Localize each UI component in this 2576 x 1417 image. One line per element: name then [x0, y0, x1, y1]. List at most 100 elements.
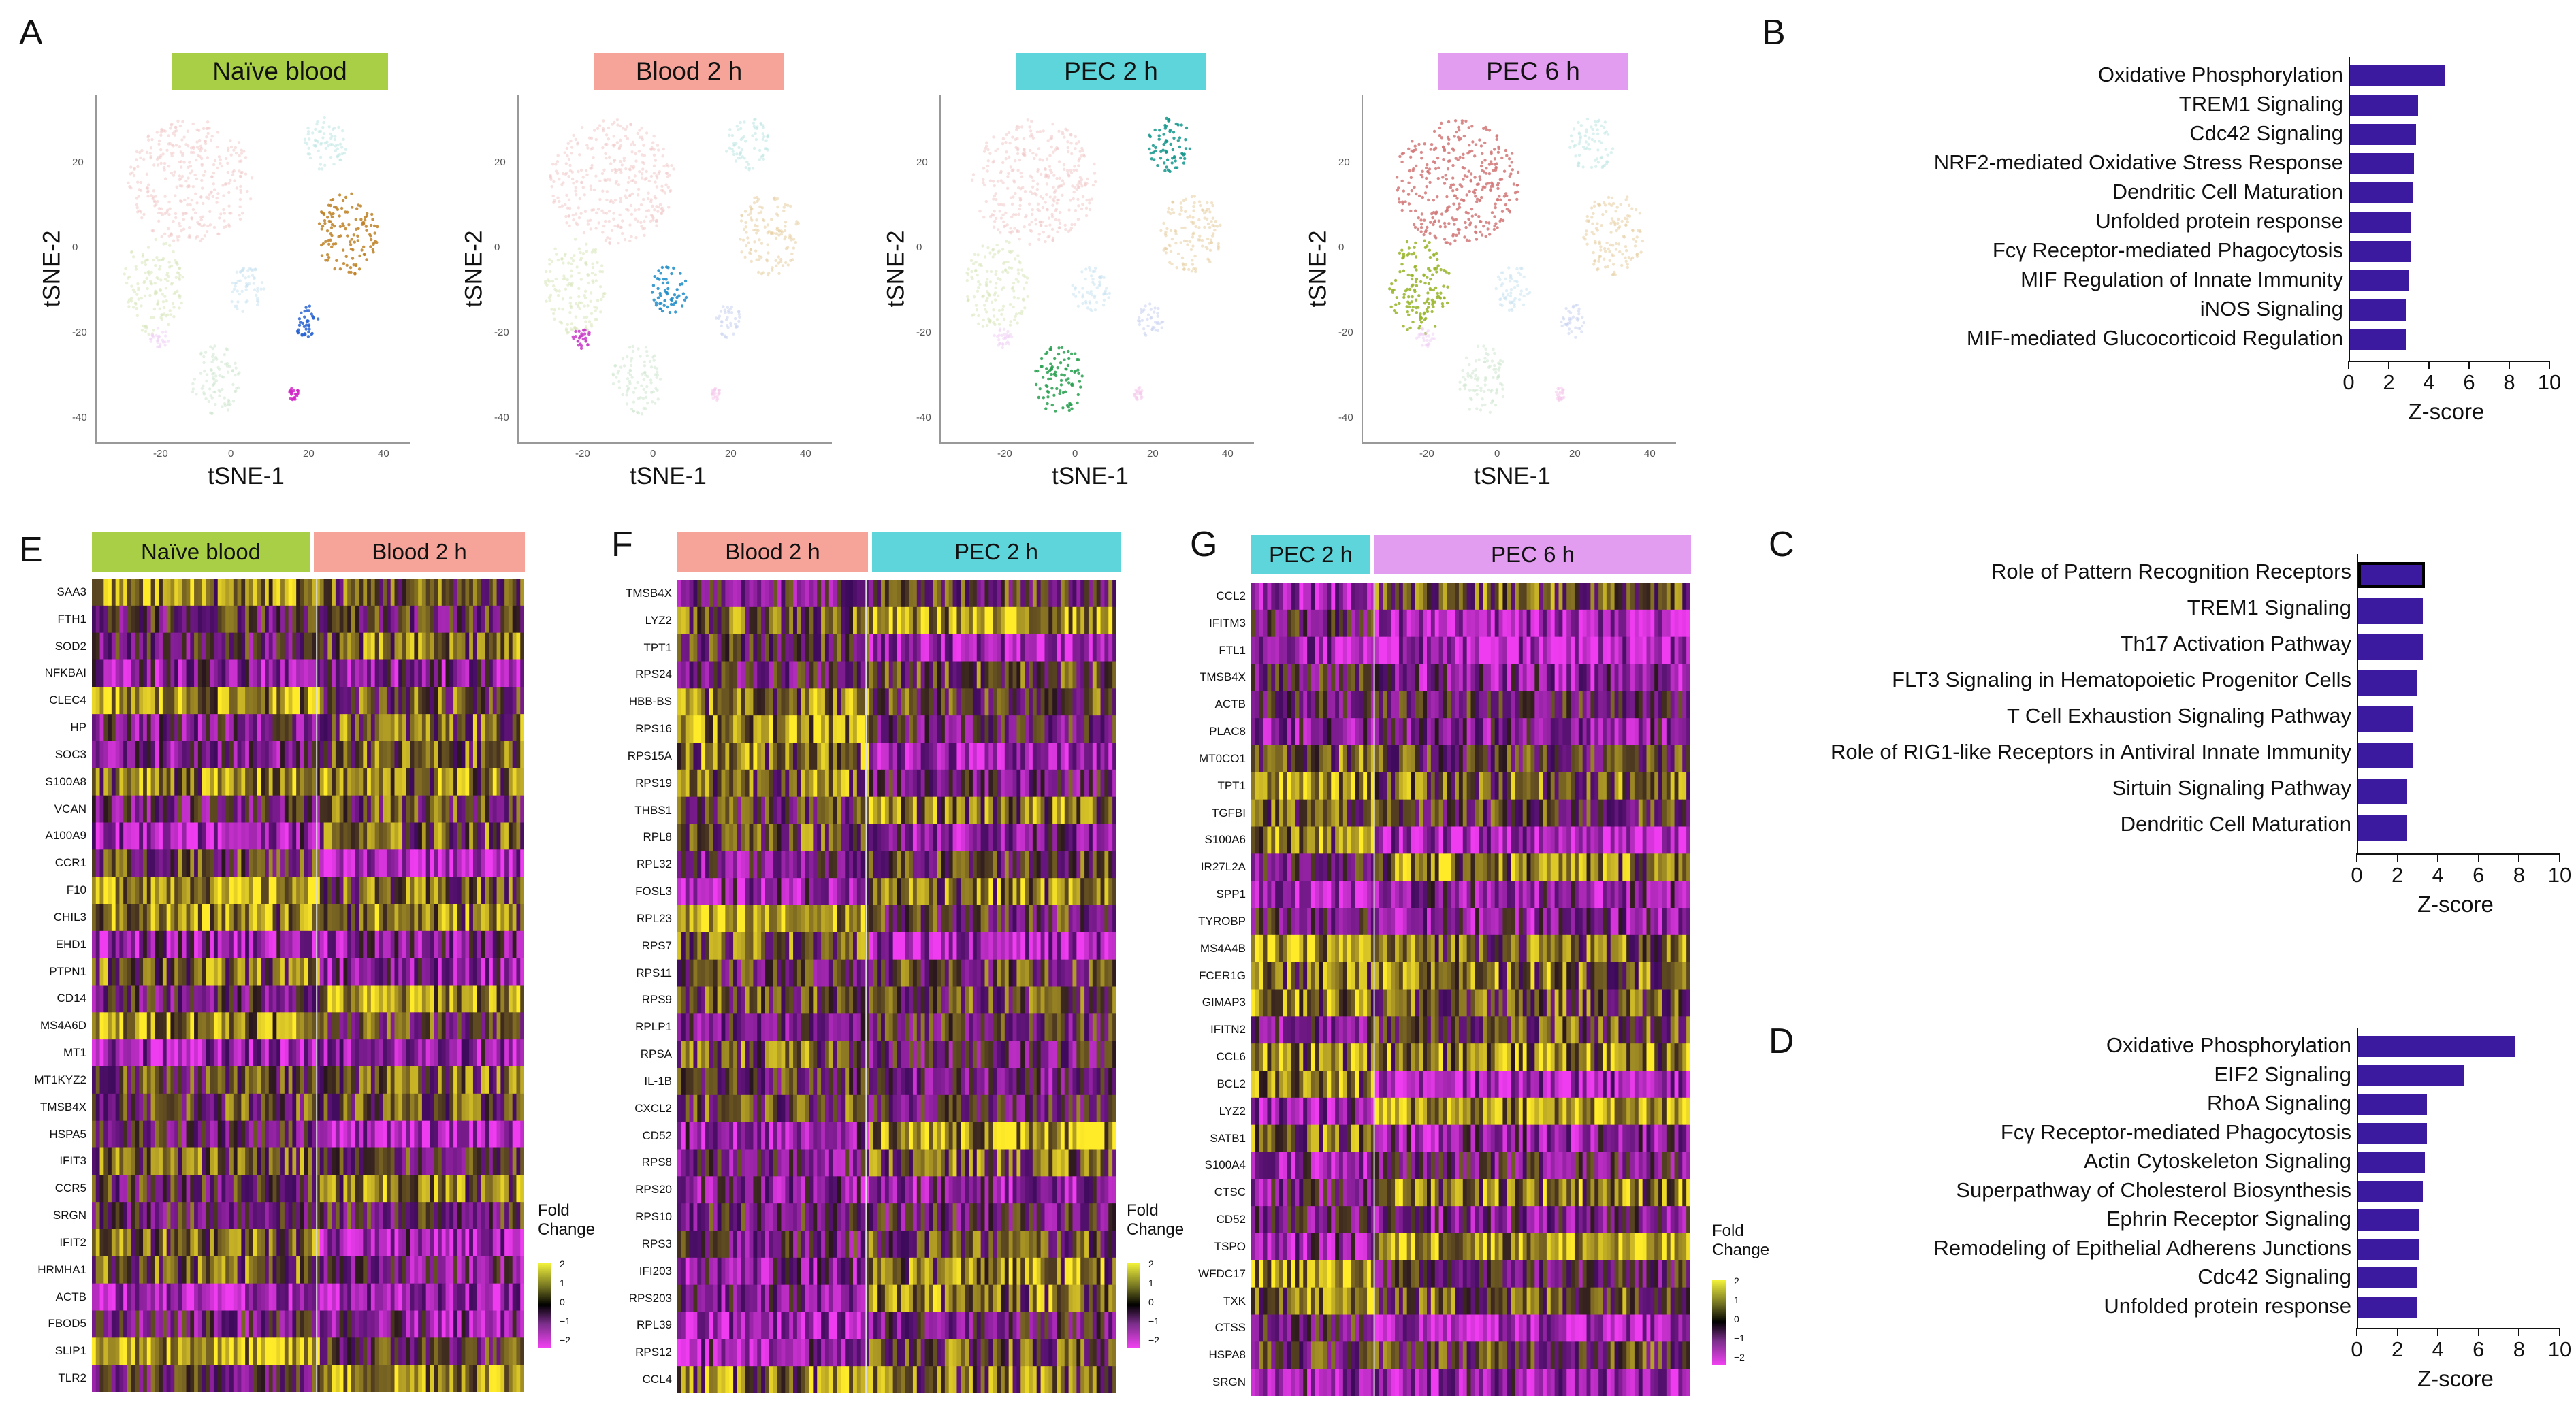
tsne-point	[615, 118, 619, 122]
x-tick-mark	[2518, 1328, 2520, 1336]
heatmap-cell	[457, 579, 462, 606]
y-tick-label: 20	[916, 157, 928, 168]
tsne-point	[556, 154, 560, 157]
tsne-point	[1500, 271, 1503, 274]
tsne-point	[1632, 238, 1635, 241]
tsne-point	[728, 146, 732, 150]
heatmap-cell	[237, 822, 242, 850]
heatmap-cell	[225, 741, 230, 769]
tsne-point	[550, 259, 554, 263]
tsne-point	[556, 196, 560, 199]
tsne-point	[210, 368, 213, 372]
tsne-point	[161, 293, 164, 296]
tsne-point	[1452, 148, 1455, 152]
tsne-point	[206, 131, 210, 135]
tsne-point	[1198, 234, 1202, 238]
heatmap-cell	[332, 687, 336, 715]
tsne-point	[238, 217, 242, 221]
tsne-point	[155, 276, 159, 280]
heatmap-cell	[406, 849, 411, 877]
tsne-point	[303, 332, 306, 336]
tsne-point	[589, 299, 592, 303]
heatmap-cell	[323, 822, 328, 850]
tsne-point	[199, 218, 203, 222]
tsne-point	[170, 122, 174, 126]
heatmap-cell	[516, 687, 521, 715]
tsne-point	[145, 276, 148, 280]
tsne-point	[194, 211, 197, 214]
tsne-point	[1016, 152, 1020, 156]
heatmap-cell	[241, 795, 246, 824]
tsne-point	[168, 244, 172, 247]
heatmap-cell	[457, 605, 462, 634]
tsne-point	[1046, 395, 1050, 399]
heatmap-cell	[512, 714, 517, 742]
tsne-point	[334, 135, 337, 138]
tsne-point	[632, 391, 636, 394]
tsne-point	[184, 212, 188, 215]
bar-y-axis	[2357, 1028, 2358, 1328]
heatmap-cell	[92, 687, 97, 715]
heatmap-cell	[284, 822, 289, 850]
heatmap-cell	[472, 605, 478, 634]
heatmap-cell	[316, 849, 321, 877]
pathway-label: Th17 Activation Pathway	[2120, 632, 2351, 655]
tsne-point	[1475, 393, 1479, 396]
tsne-point	[174, 194, 177, 197]
heatmap-cell	[402, 659, 407, 687]
tsne-point	[993, 253, 997, 256]
heatmap-cell	[241, 822, 246, 850]
tsne-point	[1070, 223, 1074, 227]
tsne-point	[1053, 357, 1057, 361]
tsne-point	[1023, 150, 1027, 154]
tsne-point	[1583, 134, 1587, 137]
tsne-point	[1031, 185, 1035, 189]
heatmap-cell	[253, 741, 258, 769]
heatmap-cell	[394, 795, 399, 824]
pathway-label: TREM1 Signaling	[2178, 92, 2343, 116]
x-axis-label: Z-score	[2408, 399, 2485, 424]
heatmap-cell	[390, 687, 396, 715]
tsne-point	[574, 335, 577, 338]
tsne-point	[1056, 366, 1059, 370]
tsne-point	[583, 304, 586, 308]
tsne-point	[992, 321, 995, 325]
z-score-bar	[2358, 1267, 2417, 1288]
heatmap-cell	[465, 768, 470, 796]
tsne-point	[1502, 195, 1507, 198]
tsne-point	[194, 192, 197, 195]
tsne-point	[170, 264, 174, 268]
tsne-point	[208, 193, 211, 197]
tsne-point	[1501, 395, 1505, 399]
tsne-point	[1050, 387, 1054, 390]
tsne-point	[1609, 243, 1612, 247]
tsne-point	[1446, 285, 1449, 289]
tsne-point	[661, 154, 664, 158]
tsne-point	[999, 231, 1002, 234]
tsne-point	[777, 272, 781, 275]
tsne-point	[158, 307, 161, 310]
heatmap-cell	[143, 714, 148, 742]
tsne-point	[1005, 332, 1008, 336]
tsne-point	[632, 410, 636, 413]
tsne-point	[198, 239, 202, 243]
tsne-point	[238, 205, 242, 208]
tsne-point	[621, 231, 624, 235]
tsne-point	[556, 259, 560, 262]
pathway-label: iNOS Signaling	[2200, 297, 2343, 321]
tsne-point	[1193, 195, 1196, 198]
tsne-point	[1406, 328, 1409, 331]
heatmap-cell	[332, 632, 336, 661]
heatmap-cell	[143, 687, 148, 715]
tsne-point	[562, 181, 565, 184]
tsne-point	[1464, 119, 1468, 123]
tsne-point	[598, 270, 602, 274]
tsne-point	[565, 221, 568, 225]
tsne-point	[1012, 282, 1016, 285]
tsne-point	[1007, 172, 1010, 175]
tsne-point	[643, 371, 647, 374]
tsne-point	[1162, 221, 1165, 225]
tsne-point	[645, 354, 649, 357]
heatmap-cell	[99, 714, 104, 742]
x-tick-label: 6	[2473, 1337, 2485, 1361]
